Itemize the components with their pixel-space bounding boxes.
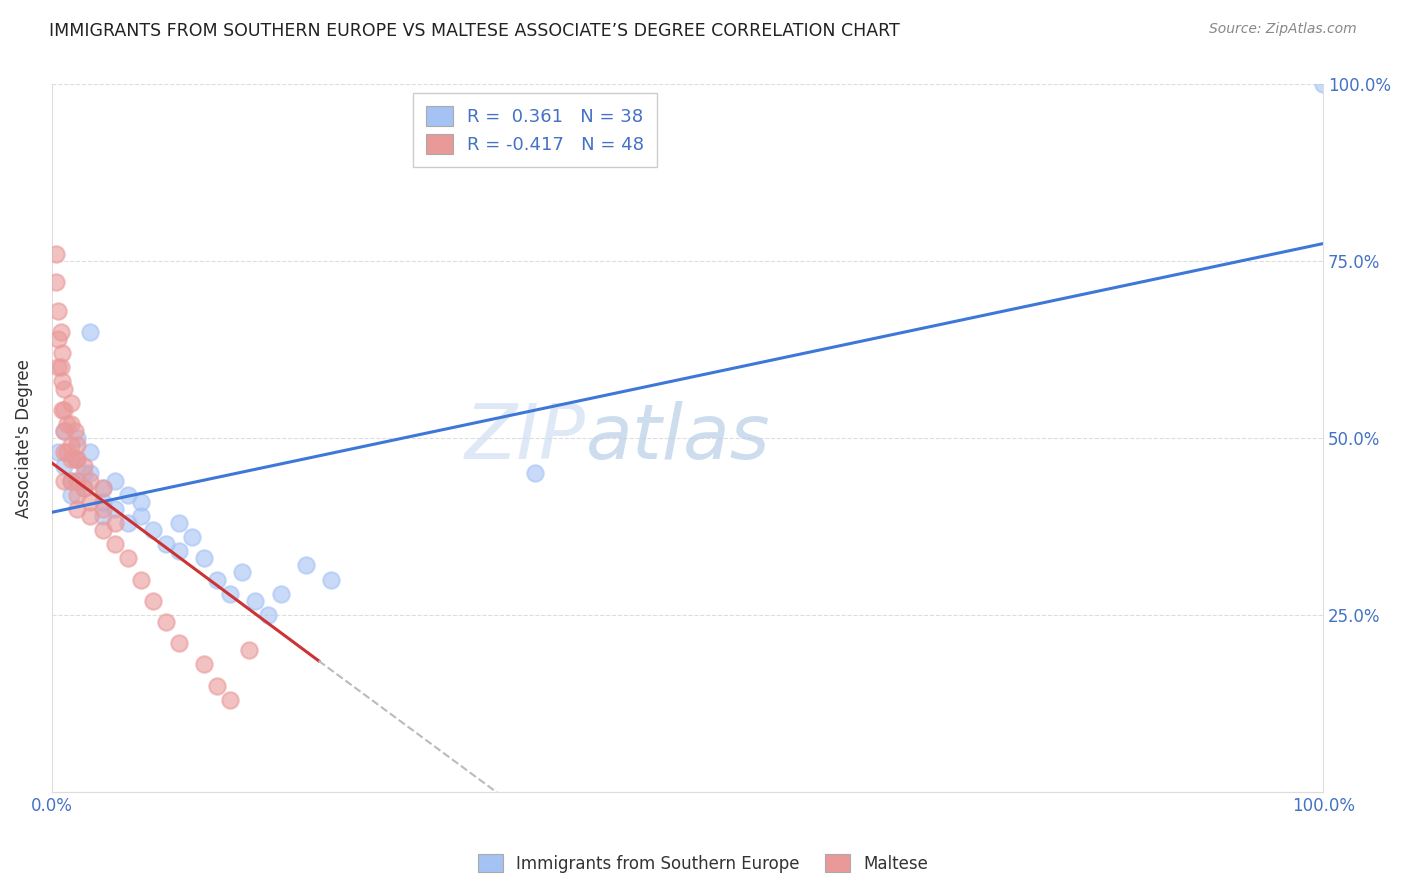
Point bbox=[91, 494, 114, 508]
Point bbox=[79, 445, 101, 459]
Point bbox=[270, 587, 292, 601]
Point bbox=[205, 679, 228, 693]
Point bbox=[104, 501, 127, 516]
Point bbox=[72, 459, 94, 474]
Legend: Immigrants from Southern Europe, Maltese: Immigrants from Southern Europe, Maltese bbox=[471, 847, 935, 880]
Point bbox=[79, 494, 101, 508]
Point bbox=[49, 360, 72, 375]
Point bbox=[91, 481, 114, 495]
Point bbox=[1312, 78, 1334, 92]
Point bbox=[218, 587, 240, 601]
Point bbox=[167, 636, 190, 650]
Point bbox=[104, 516, 127, 530]
Point bbox=[51, 402, 73, 417]
Point bbox=[104, 474, 127, 488]
Point bbox=[49, 325, 72, 339]
Point bbox=[56, 445, 79, 459]
Point bbox=[63, 424, 86, 438]
Point bbox=[53, 424, 76, 438]
Point bbox=[193, 657, 215, 672]
Point bbox=[59, 488, 82, 502]
Point bbox=[243, 593, 266, 607]
Point bbox=[79, 467, 101, 481]
Point bbox=[117, 551, 139, 566]
Point bbox=[46, 445, 69, 459]
Point bbox=[91, 481, 114, 495]
Point bbox=[117, 488, 139, 502]
Point bbox=[63, 452, 86, 467]
Text: atlas: atlas bbox=[586, 401, 770, 475]
Point bbox=[117, 516, 139, 530]
Point bbox=[295, 558, 318, 573]
Point bbox=[129, 494, 152, 508]
Point bbox=[59, 452, 82, 467]
Point bbox=[66, 474, 89, 488]
Point bbox=[218, 692, 240, 706]
Point bbox=[59, 474, 82, 488]
Point bbox=[66, 431, 89, 445]
Point bbox=[205, 573, 228, 587]
Point bbox=[91, 523, 114, 537]
Point bbox=[53, 402, 76, 417]
Point bbox=[79, 474, 101, 488]
Point bbox=[46, 332, 69, 346]
Point bbox=[155, 537, 177, 551]
Point bbox=[51, 375, 73, 389]
Point bbox=[155, 615, 177, 629]
Point bbox=[91, 508, 114, 523]
Point bbox=[180, 530, 202, 544]
Point bbox=[523, 467, 546, 481]
Point bbox=[59, 438, 82, 452]
Point bbox=[59, 474, 82, 488]
Point bbox=[167, 544, 190, 558]
Point bbox=[257, 607, 280, 622]
Point bbox=[66, 488, 89, 502]
Point bbox=[45, 276, 67, 290]
Text: ZIP: ZIP bbox=[465, 401, 586, 475]
Point bbox=[231, 566, 253, 580]
Point bbox=[59, 395, 82, 409]
Point bbox=[91, 501, 114, 516]
Legend: R =  0.361   N = 38, R = -0.417   N = 48: R = 0.361 N = 38, R = -0.417 N = 48 bbox=[413, 94, 657, 167]
Point bbox=[72, 467, 94, 481]
Point bbox=[66, 474, 89, 488]
Text: Source: ZipAtlas.com: Source: ZipAtlas.com bbox=[1209, 22, 1357, 37]
Point bbox=[129, 508, 152, 523]
Point bbox=[46, 303, 69, 318]
Point bbox=[53, 474, 76, 488]
Point bbox=[45, 247, 67, 261]
Point bbox=[142, 523, 165, 537]
Point bbox=[51, 346, 73, 360]
Point bbox=[53, 424, 76, 438]
Point bbox=[104, 537, 127, 551]
Point bbox=[66, 438, 89, 452]
Point bbox=[46, 360, 69, 375]
Text: IMMIGRANTS FROM SOUTHERN EUROPE VS MALTESE ASSOCIATE’S DEGREE CORRELATION CHART: IMMIGRANTS FROM SOUTHERN EUROPE VS MALTE… bbox=[49, 22, 900, 40]
Point bbox=[167, 516, 190, 530]
Point bbox=[66, 501, 89, 516]
Point bbox=[66, 452, 89, 467]
Point bbox=[79, 325, 101, 339]
Y-axis label: Associate's Degree: Associate's Degree bbox=[15, 359, 32, 517]
Point bbox=[66, 452, 89, 467]
Point bbox=[59, 417, 82, 431]
Point bbox=[79, 508, 101, 523]
Point bbox=[321, 573, 343, 587]
Point bbox=[129, 573, 152, 587]
Point bbox=[238, 643, 260, 657]
Point bbox=[53, 382, 76, 396]
Point bbox=[56, 417, 79, 431]
Point bbox=[72, 481, 94, 495]
Point bbox=[193, 551, 215, 566]
Point bbox=[53, 445, 76, 459]
Point bbox=[72, 481, 94, 495]
Point bbox=[53, 459, 76, 474]
Point bbox=[142, 593, 165, 607]
